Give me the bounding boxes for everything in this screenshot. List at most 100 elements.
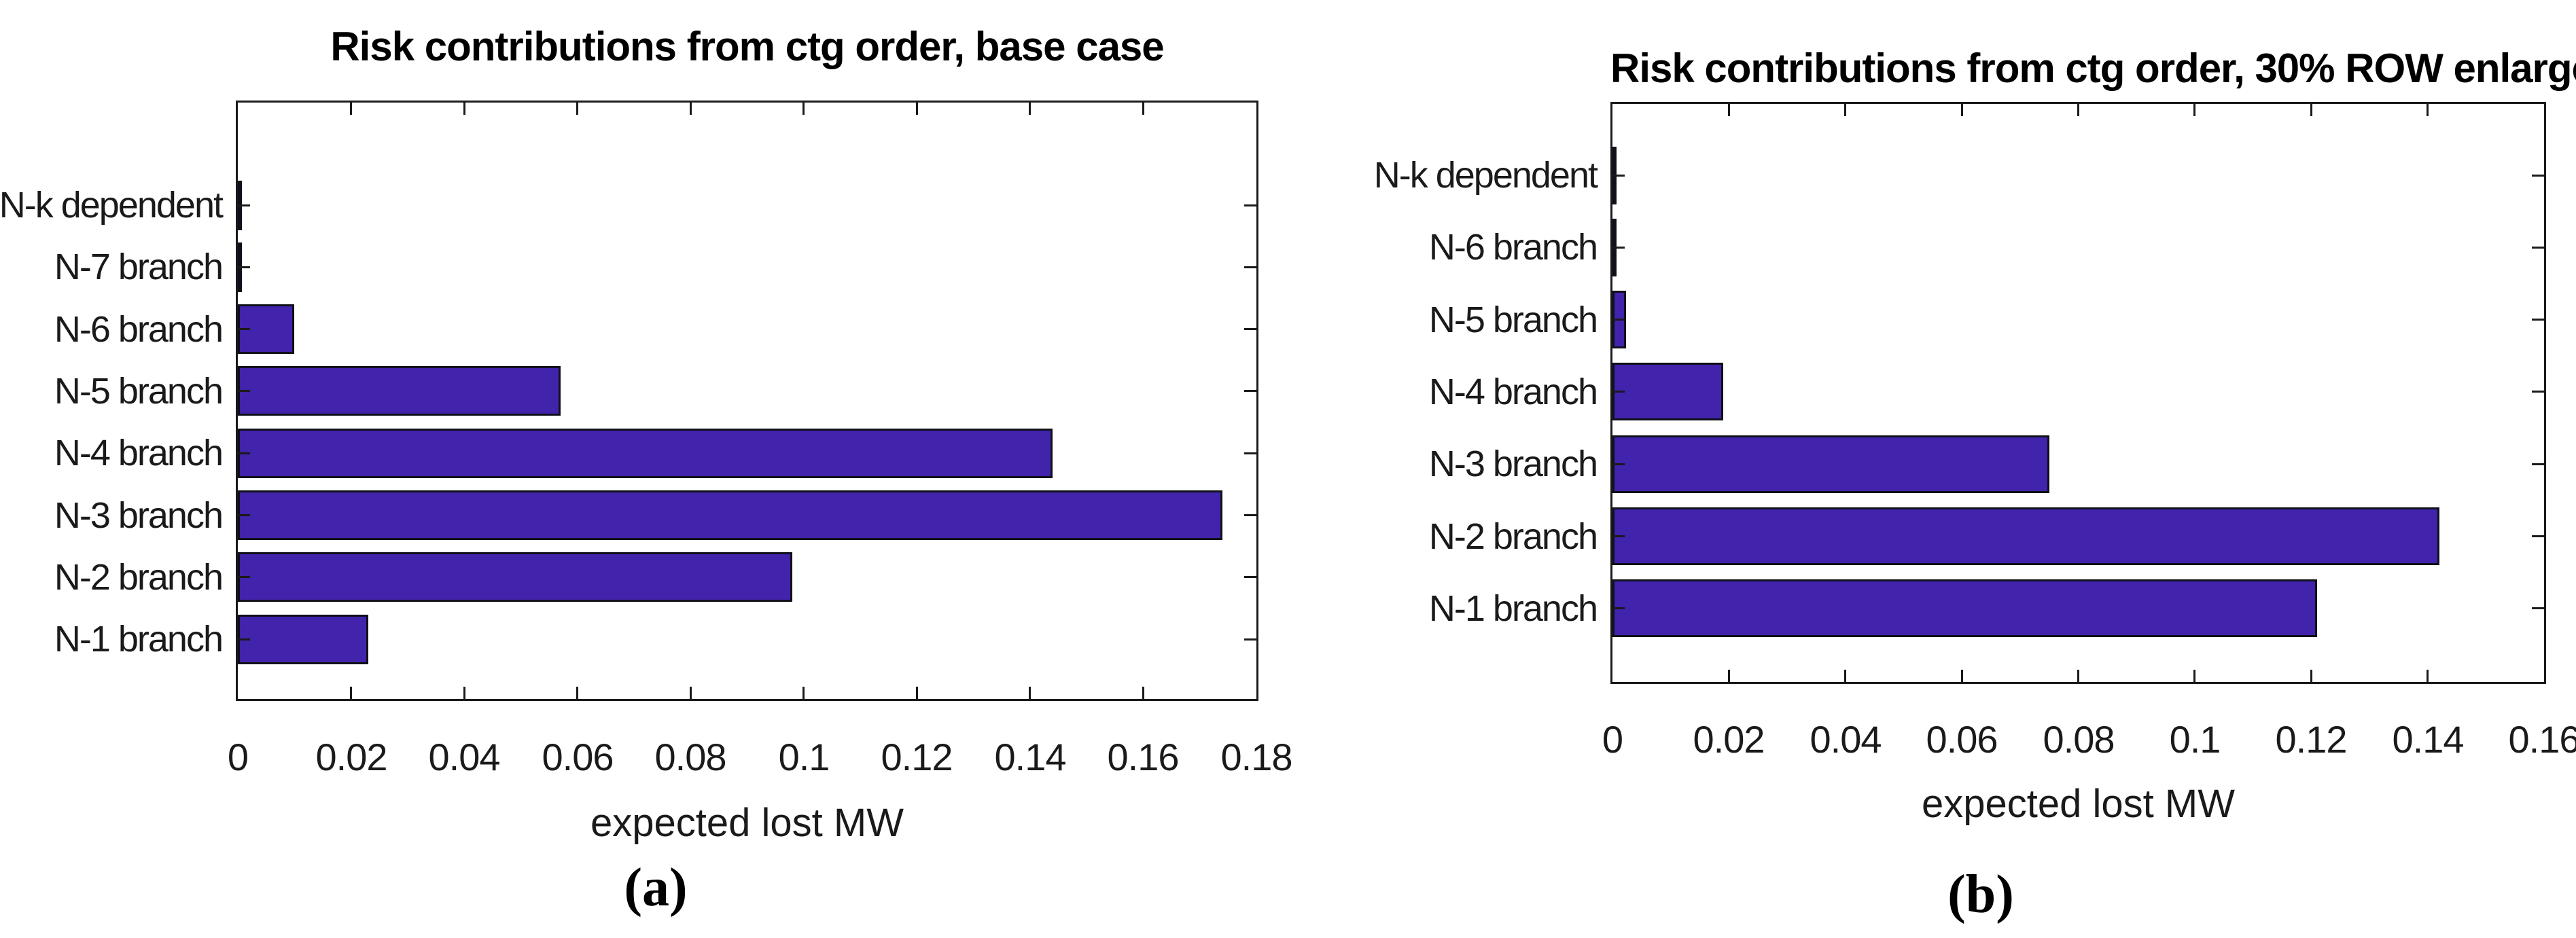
y-tick-mark xyxy=(1244,390,1256,392)
x-tick-label: 0.12 xyxy=(2275,718,2348,761)
y-tick-mark xyxy=(2532,319,2544,321)
y-tick-mark xyxy=(2532,247,2544,249)
x-tick-label: 0 xyxy=(227,736,249,778)
y-tick-mark xyxy=(238,576,250,578)
y-tick-mark xyxy=(238,266,250,268)
x-tick-label: 0.02 xyxy=(1693,718,1765,761)
x-tick-label: 0.16 xyxy=(2508,718,2576,761)
y-tick-mark xyxy=(238,452,250,454)
y-tick-mark xyxy=(238,638,250,641)
x-tick-mark xyxy=(2077,104,2079,116)
x-tick-label: 0.14 xyxy=(2392,718,2465,761)
bar-n-2-branch xyxy=(1612,507,2439,565)
x-tick-mark xyxy=(1961,104,1963,116)
y-tick-mark xyxy=(238,204,250,206)
chart-row-enlargement-title: Risk contributions from ctg order, 30% R… xyxy=(1610,46,2576,91)
x-tick-mark xyxy=(1029,103,1031,115)
y-tick-label: N-7 branch xyxy=(54,247,224,288)
y-tick-label: N-3 branch xyxy=(1428,444,1598,485)
y-tick-mark xyxy=(1612,535,1625,537)
y-tick-label: N-5 branch xyxy=(1428,299,1598,340)
x-tick-mark xyxy=(802,103,805,115)
y-tick-mark xyxy=(1612,247,1625,249)
x-tick-mark xyxy=(2427,670,2429,682)
x-tick-label: 0.14 xyxy=(994,736,1067,778)
x-tick-mark xyxy=(2077,670,2079,682)
y-tick-mark xyxy=(1244,266,1256,268)
y-tick-label: N-4 branch xyxy=(1428,371,1598,412)
x-tick-mark xyxy=(1728,104,1730,116)
x-tick-mark xyxy=(1961,670,1963,682)
x-tick-mark xyxy=(916,103,918,115)
x-tick-mark xyxy=(2427,104,2429,116)
x-tick-label: 0.08 xyxy=(654,736,727,778)
x-tick-label: 0.06 xyxy=(542,736,614,778)
bar-n-4-branch xyxy=(238,429,1053,478)
chart-row-enlargement-caption: (b) xyxy=(1947,865,2014,924)
y-tick-mark xyxy=(1612,607,1625,609)
bar-n-5-branch xyxy=(238,366,561,416)
y-tick-mark xyxy=(1244,514,1256,516)
x-tick-mark xyxy=(1844,104,1846,116)
x-tick-mark xyxy=(2310,104,2312,116)
y-tick-mark xyxy=(238,514,250,516)
x-tick-label: 0.1 xyxy=(778,736,830,778)
y-tick-mark xyxy=(238,328,250,330)
x-tick-mark xyxy=(1728,670,1730,682)
x-tick-mark xyxy=(1844,670,1846,682)
y-tick-label: N-k dependent xyxy=(1373,155,1598,196)
x-tick-label: 0.12 xyxy=(881,736,953,778)
bar-n-3-branch xyxy=(238,490,1222,540)
y-tick-mark xyxy=(2532,463,2544,465)
chart-row-enlargement-xaxis-label: expected lost MW xyxy=(1922,782,2235,826)
y-tick-mark xyxy=(1612,391,1625,393)
y-tick-label: N-3 branch xyxy=(54,494,224,536)
y-tick-label: N-5 branch xyxy=(54,370,224,412)
x-tick-label: 0.08 xyxy=(2043,718,2115,761)
x-tick-label: 0.02 xyxy=(315,736,388,778)
y-tick-mark xyxy=(2532,391,2544,393)
bar-n-4-branch xyxy=(1612,363,1723,420)
y-tick-mark xyxy=(238,390,250,392)
y-tick-mark xyxy=(1612,319,1625,321)
bar-n-3-branch xyxy=(1612,435,2049,493)
y-tick-mark xyxy=(1244,328,1256,330)
x-tick-mark xyxy=(463,103,465,115)
chart-base-case-caption: (a) xyxy=(624,858,688,918)
y-tick-label: N-6 branch xyxy=(54,308,224,350)
x-tick-label: 0.18 xyxy=(1220,736,1293,778)
y-tick-label: N-1 branch xyxy=(1428,588,1598,629)
y-tick-label: N-1 branch xyxy=(54,619,224,660)
x-tick-mark xyxy=(2193,104,2195,116)
y-tick-mark xyxy=(1244,638,1256,641)
y-tick-mark xyxy=(2532,175,2544,177)
y-tick-label: N-2 branch xyxy=(1428,516,1598,557)
x-tick-mark xyxy=(576,687,578,699)
x-tick-mark xyxy=(690,103,692,115)
y-tick-mark xyxy=(1612,175,1625,177)
x-tick-mark xyxy=(1142,687,1144,699)
x-tick-mark xyxy=(1029,687,1031,699)
x-tick-mark xyxy=(916,687,918,699)
x-tick-mark xyxy=(576,103,578,115)
chart-base-case-title: Risk contributions from ctg order, base … xyxy=(330,24,1164,69)
x-tick-mark xyxy=(802,687,805,699)
y-tick-mark xyxy=(1244,452,1256,454)
x-tick-label: 0.06 xyxy=(1926,718,1998,761)
x-tick-mark xyxy=(463,687,465,699)
y-tick-mark xyxy=(2532,607,2544,609)
bar-n-1-branch xyxy=(1612,579,2317,637)
y-tick-label: N-2 branch xyxy=(54,556,224,598)
x-tick-label: 0 xyxy=(1602,718,1623,761)
x-tick-label: 0.1 xyxy=(2169,718,2221,761)
x-tick-mark xyxy=(350,687,352,699)
y-tick-label: N-k dependent xyxy=(0,185,224,226)
y-tick-label: N-6 branch xyxy=(1428,227,1598,268)
y-tick-mark xyxy=(2532,535,2544,537)
x-tick-label: 0.04 xyxy=(1810,718,1882,761)
y-tick-label: N-4 branch xyxy=(54,433,224,474)
x-tick-mark xyxy=(2310,670,2312,682)
